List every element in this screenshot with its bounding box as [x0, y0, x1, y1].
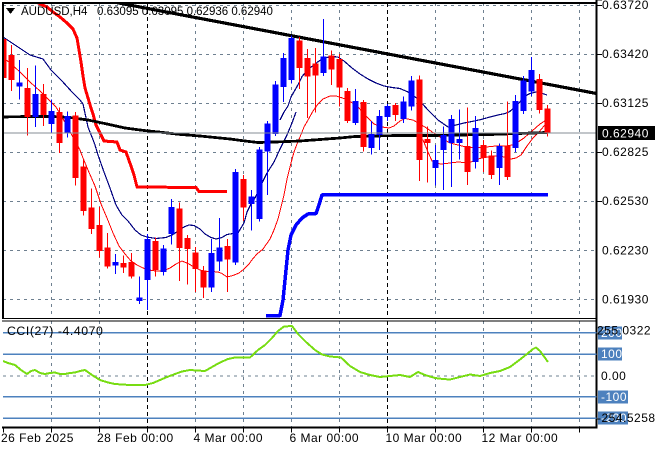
- svg-text:-100: -100: [601, 390, 627, 404]
- svg-text:26 Feb 2025: 26 Feb 2025: [1, 431, 74, 445]
- svg-text:-254.5258: -254.5258: [597, 411, 656, 425]
- svg-text:CCI(27) -4.4070: CCI(27) -4.4070: [7, 324, 103, 338]
- svg-text:0.62230: 0.62230: [602, 244, 649, 258]
- svg-text:200: 200: [601, 326, 623, 340]
- svg-text:0.62825: 0.62825: [602, 145, 649, 159]
- svg-text:28 Feb 00:00: 28 Feb 00:00: [97, 431, 174, 445]
- svg-text:4 Mar 00:00: 4 Mar 00:00: [194, 431, 264, 445]
- svg-text:0.61930: 0.61930: [602, 293, 649, 307]
- svg-text:0.62530: 0.62530: [602, 194, 649, 208]
- svg-text:0.63420: 0.63420: [602, 47, 649, 61]
- svg-text:255.0322: 255.0322: [597, 324, 651, 338]
- svg-text:0.63125: 0.63125: [602, 96, 649, 110]
- svg-text:-200: -200: [601, 411, 627, 425]
- svg-text:0.00: 0.00: [601, 369, 626, 383]
- svg-text:6 Mar 00:00: 6 Mar 00:00: [290, 431, 360, 445]
- svg-text:100: 100: [601, 347, 623, 361]
- svg-text:12 Mar 00:00: 12 Mar 00:00: [482, 431, 559, 445]
- svg-text:0.63720: 0.63720: [602, 0, 649, 12]
- svg-text:10 Mar 00:00: 10 Mar 00:00: [386, 431, 463, 445]
- svg-text:AUDUSD,H4 0.63095 0.63095 0.: AUDUSD,H4 0.63095 0.63095 0.62936 0.6294…: [21, 6, 273, 18]
- svg-text:0.62940: 0.62940: [602, 127, 649, 141]
